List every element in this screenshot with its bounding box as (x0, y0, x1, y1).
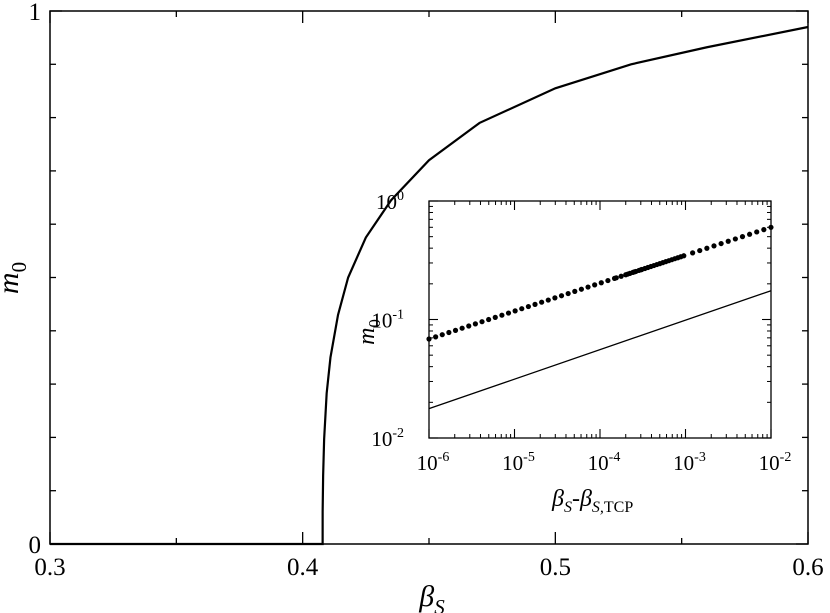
inset-data-point (754, 229, 760, 235)
inset-data-point (711, 243, 717, 249)
main-tick-labels: 0.3 0.4 0.5 0.6 0 1 (29, 0, 824, 581)
inset-data-point (439, 332, 445, 338)
inset-data-point (690, 250, 696, 256)
inset-data-point (725, 238, 731, 244)
inset-tick-label: 10-2 (371, 426, 404, 451)
main-y-axis-label: m0 (0, 262, 31, 294)
inset-ticks (428, 200, 772, 439)
inset-data-point (592, 282, 598, 288)
inset-data-point (505, 310, 512, 316)
inset-data-point (525, 303, 531, 310)
inset-data-point (532, 301, 538, 307)
inset-data-point (459, 325, 465, 331)
inset-data-point (768, 224, 774, 230)
inset-data-point (732, 236, 738, 242)
inset-tick-label: 10-5 (502, 450, 535, 475)
inset-data-point (578, 286, 585, 292)
inset-data-point (572, 288, 578, 294)
inset-tick-label: 100 (376, 189, 404, 214)
inset-data-point (761, 227, 767, 233)
inset-data-point (681, 253, 687, 259)
inset-data-point (492, 314, 498, 320)
inset-data-point (499, 312, 505, 318)
inset-data-point (545, 297, 551, 303)
inset-data-point (739, 234, 746, 240)
inset-tick-label: 10-6 (417, 450, 450, 475)
inset-tick-label: 10-3 (673, 450, 706, 475)
inset-data-point (697, 247, 703, 254)
inset-data-point (704, 245, 710, 251)
main-x-tick-label: 0.4 (287, 554, 319, 581)
main-x-axis-label: βS (418, 580, 445, 613)
inset-tick-label: 10-4 (588, 450, 621, 475)
inset-data-point (552, 295, 558, 301)
inset-data-point (539, 299, 545, 305)
inset-chart: 10-6 10-5 10-4 10-3 10-2 10-2 10-1 100 m0 βS-βS… (354, 189, 791, 516)
inset-data-point (479, 319, 485, 325)
inset-data-point (472, 321, 478, 327)
inset-x-axis-label: βS-βS,TCP (551, 486, 633, 516)
inset-tick-label: 10-2 (759, 450, 792, 475)
main-y-tick-label: 1 (29, 0, 42, 26)
inset-data-point (433, 334, 439, 340)
inset-tick-labels: 10-6 10-5 10-4 10-3 10-2 10-2 10-1 100 (371, 189, 791, 475)
inset-data-point (623, 272, 629, 278)
inset-series-line (428, 290, 772, 410)
inset-data-point (747, 231, 753, 237)
inset-data-point (598, 280, 604, 286)
inset-data-point (426, 336, 432, 342)
inset-data-point (618, 273, 624, 279)
inset-plot-frame (428, 200, 772, 439)
inset-data-point (466, 323, 472, 329)
inset-data-point (613, 275, 619, 281)
inset-data-point (605, 277, 611, 284)
main-y-tick-label: 0 (29, 532, 42, 559)
main-x-tick-label: 0.5 (540, 554, 571, 581)
inset-data-point (585, 284, 591, 290)
inset-data-point (486, 316, 492, 323)
inset-data-point (565, 290, 571, 297)
inset-series-points (426, 224, 774, 342)
inset-data-point (446, 329, 452, 336)
inset-data-point (519, 306, 525, 312)
main-x-tick-label: 0.3 (34, 554, 65, 581)
main-x-tick-label: 0.6 (792, 554, 823, 581)
main-series-line (50, 25, 809, 546)
inset-data-point (718, 240, 724, 247)
inset-y-axis-label: m0 (354, 319, 384, 345)
inset-data-point (512, 308, 518, 314)
inset-tick-label: 10-1 (371, 308, 404, 333)
inset-data-point (452, 327, 459, 333)
inset-data-point (558, 293, 565, 299)
main-ticks (49, 10, 809, 545)
